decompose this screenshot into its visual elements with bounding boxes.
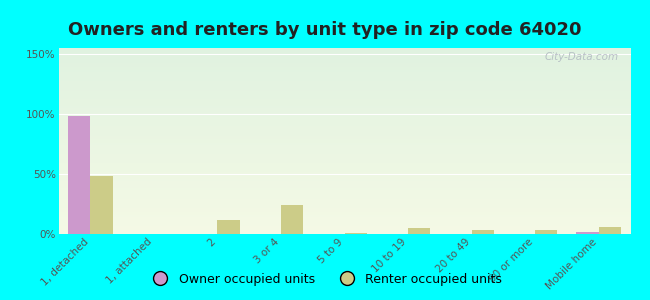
Bar (217, 220, 240, 234)
Text: City-Data.com: City-Data.com (545, 52, 619, 62)
Bar (599, 227, 621, 234)
Legend: Owner occupied units, Renter occupied units: Owner occupied units, Renter occupied un… (143, 268, 507, 291)
Bar (281, 205, 303, 234)
Bar (535, 230, 558, 234)
Bar (408, 228, 430, 234)
Bar (472, 230, 494, 234)
Text: Owners and renters by unit type in zip code 64020: Owners and renters by unit type in zip c… (68, 21, 582, 39)
Bar (90, 176, 112, 234)
Bar (577, 232, 599, 234)
Bar (68, 116, 90, 234)
Bar (344, 233, 367, 234)
